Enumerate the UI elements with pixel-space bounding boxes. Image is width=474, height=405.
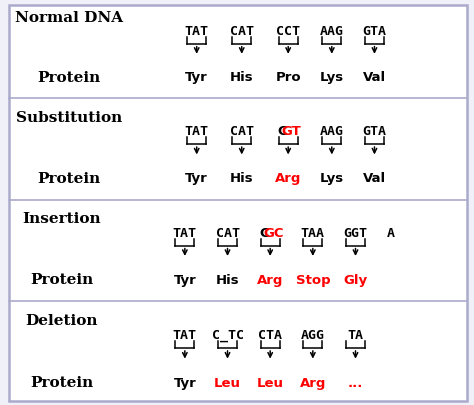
Text: Tyr: Tyr — [173, 273, 196, 286]
Text: Leu: Leu — [257, 376, 283, 389]
Text: C: C — [277, 125, 287, 138]
Text: TAT: TAT — [173, 226, 197, 239]
Text: A: A — [387, 226, 395, 239]
Text: C: C — [259, 226, 269, 239]
Text: Protein: Protein — [37, 70, 100, 84]
Text: Lys: Lys — [320, 71, 344, 84]
Text: CCT: CCT — [276, 25, 300, 38]
Text: Insertion: Insertion — [22, 212, 101, 226]
Text: ...: ... — [348, 376, 363, 389]
Text: Arg: Arg — [300, 376, 326, 389]
Text: GTA: GTA — [363, 125, 386, 138]
Text: Protein: Protein — [37, 171, 100, 185]
Text: TAT: TAT — [173, 328, 197, 341]
Text: CTA: CTA — [258, 328, 282, 341]
Text: His: His — [230, 71, 254, 84]
Text: His: His — [230, 172, 254, 185]
Text: Lys: Lys — [320, 172, 344, 185]
Text: Val: Val — [363, 71, 386, 84]
Text: Gly: Gly — [344, 273, 367, 286]
Text: Tyr: Tyr — [173, 376, 196, 389]
Text: Arg: Arg — [275, 172, 301, 185]
Text: Tyr: Tyr — [185, 172, 208, 185]
Text: AGG: AGG — [301, 328, 325, 341]
Text: His: His — [216, 273, 239, 286]
Text: AAG: AAG — [320, 25, 344, 38]
Text: Deletion: Deletion — [26, 313, 98, 327]
Text: Leu: Leu — [214, 376, 241, 389]
FancyBboxPatch shape — [9, 6, 467, 401]
Text: C_TC: C_TC — [211, 328, 244, 341]
Text: TAA: TAA — [301, 226, 325, 239]
Text: Arg: Arg — [257, 273, 283, 286]
Text: Stop: Stop — [295, 273, 330, 286]
Text: Tyr: Tyr — [185, 71, 208, 84]
Text: Protein: Protein — [30, 375, 93, 389]
Text: Pro: Pro — [275, 71, 301, 84]
Text: Protein: Protein — [30, 273, 93, 286]
Text: GT: GT — [282, 125, 301, 138]
Text: TA: TA — [347, 328, 364, 341]
Text: Normal DNA: Normal DNA — [15, 11, 123, 25]
Text: GC: GC — [263, 226, 283, 239]
Text: TAT: TAT — [185, 25, 209, 38]
Text: Substitution: Substitution — [16, 111, 122, 124]
Text: CAT: CAT — [230, 125, 254, 138]
Text: Val: Val — [363, 172, 386, 185]
Text: GTA: GTA — [363, 25, 386, 38]
Text: TAT: TAT — [185, 125, 209, 138]
Text: AAG: AAG — [320, 125, 344, 138]
Text: CAT: CAT — [230, 25, 254, 38]
Text: CAT: CAT — [216, 226, 239, 239]
Text: GGT: GGT — [344, 226, 367, 239]
